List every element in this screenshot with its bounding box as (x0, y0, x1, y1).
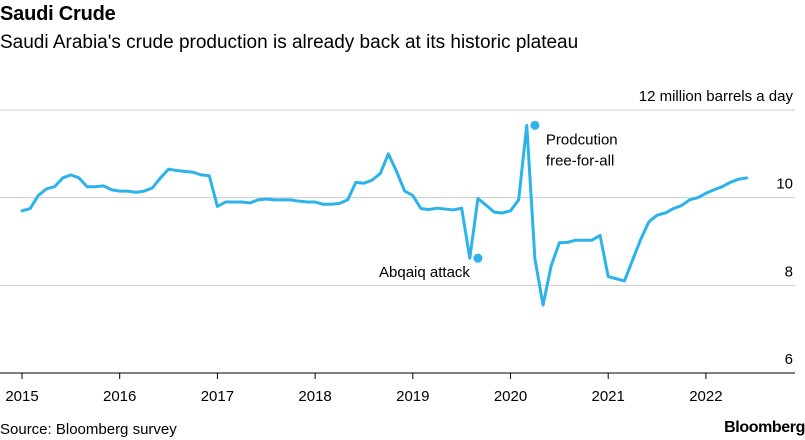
y-tick-label-8: 8 (785, 263, 793, 280)
y-tick-labels: 12 million barrels a day 10 8 6 (639, 88, 794, 368)
bloomberg-logo: Bloomberg (724, 419, 805, 437)
annotation-marker-1 (530, 121, 539, 130)
chart-root: Saudi Crude Saudi Arabia's crude product… (0, 0, 805, 440)
x-tick-label-2017: 2017 (201, 388, 234, 405)
annotation-free-for-all-line-0: Prodcution (546, 131, 618, 148)
x-tick-label-2020: 2020 (494, 388, 527, 405)
x-tick-label-2021: 2021 (592, 388, 625, 405)
y-tick-label-12: 12 million barrels a day (639, 88, 794, 105)
x-tick-label-2022: 2022 (689, 388, 722, 405)
annotation-abqaiq-attack: Abqaiq attack (379, 264, 470, 281)
x-tick-label-2019: 2019 (396, 388, 429, 405)
x-tick-label-2018: 2018 (298, 388, 331, 405)
grid-layer (0, 110, 795, 285)
y-tick-label-10: 10 (776, 176, 793, 193)
y-tick-label-6: 6 (785, 351, 793, 368)
annotation-free-for-all-line-1: free-for-all (546, 152, 614, 169)
annotation-marker-0 (473, 254, 482, 263)
source-note: Source: Bloomberg survey (0, 421, 177, 438)
x-tick-label-2015: 2015 (5, 388, 38, 405)
line-chart: 12 million barrels a day1086 2015 2016 201… (0, 0, 805, 440)
x-axis: 2015 2016 2017 2018 2019 2020 2021 2022 (0, 373, 795, 405)
x-tick-label-2016: 2016 (103, 388, 136, 405)
